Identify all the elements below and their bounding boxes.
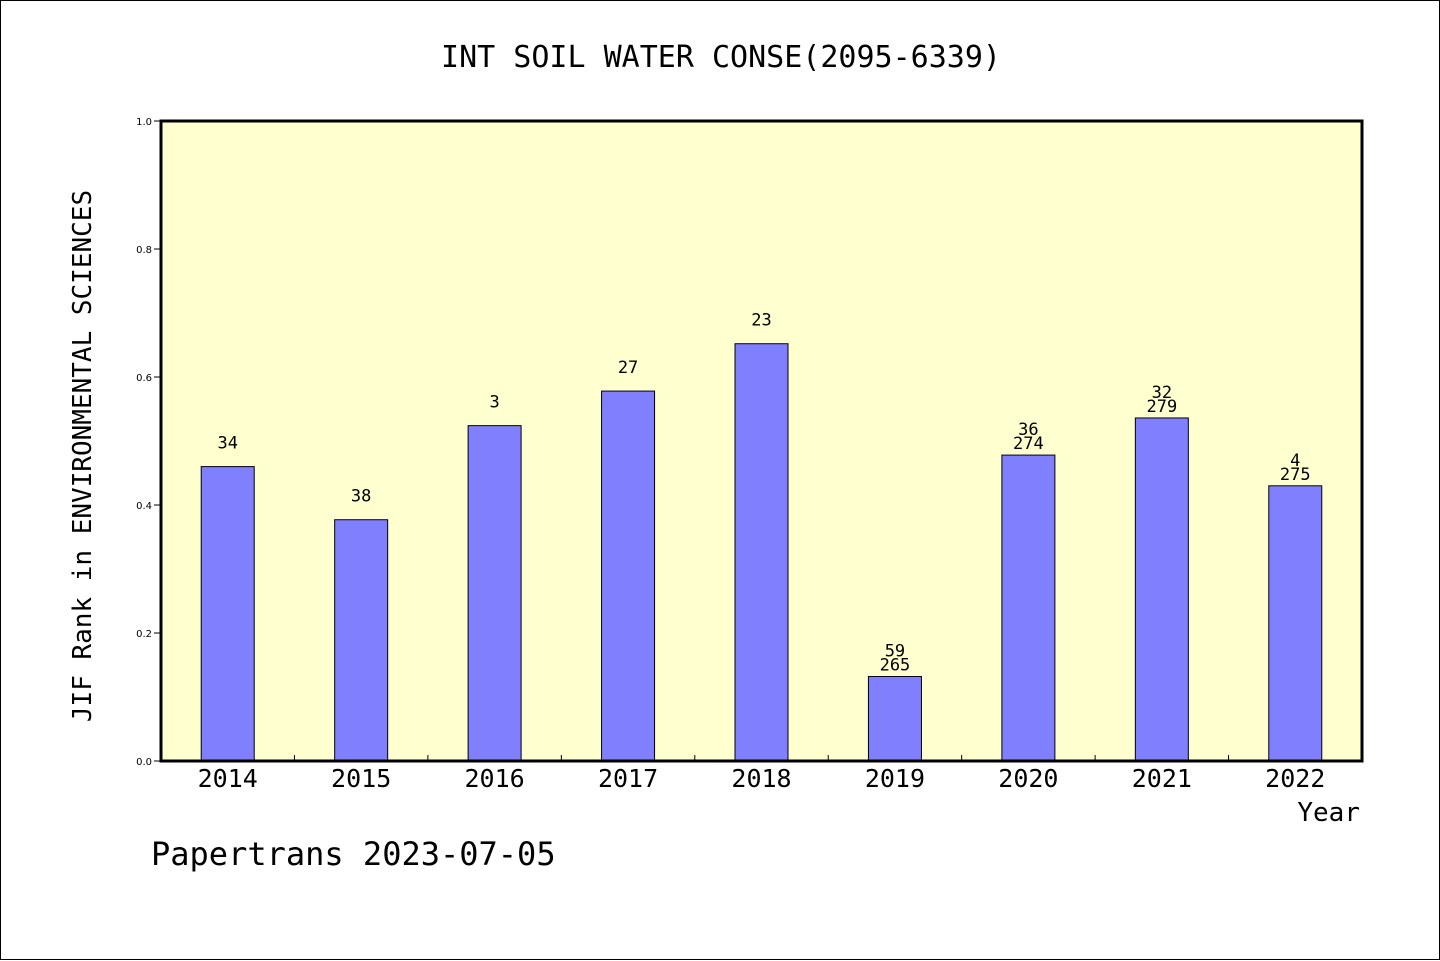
bar-data-label: 265 [880,656,911,676]
bar-2016 [467,425,522,762]
bar-data-label: 38 [351,487,371,507]
x-axis-label: Year [1297,798,1360,828]
x-tick-label: 2016 [465,764,525,793]
x-tick-label: 2018 [731,764,791,793]
y-tick-label: 0.0 [136,757,152,768]
bar-data-label: 27 [618,358,638,378]
x-tick-label: 2015 [331,764,391,793]
x-axis: 2014 2015 2016 2017 2018 2019 2020 2021 2022 [198,755,1325,793]
y-tick-label: 0.6 [136,373,152,384]
bar-data-label: 3 [489,393,499,413]
x-tick-label: 2017 [598,764,658,793]
bar-data-label: 279 [1146,397,1177,417]
bar-2022 [1268,485,1323,762]
x-tick-label: 2019 [865,764,925,793]
y-tick-label: 0.8 [136,245,152,256]
bar-data-label: 36 [1018,420,1038,440]
x-tick-label: 2021 [1132,764,1192,793]
bars-group [200,343,1323,762]
bar-2015 [334,519,389,762]
plot-border [159,119,1364,763]
y-axis: 0.0 0.2 0.4 0.6 0.8 1.0 [136,117,161,768]
bar-data-label: 274 [1013,434,1044,454]
bar-data-label: 23 [751,311,771,331]
y-axis-label: JIF Rank in ENVIRONMENTAL SCIENCES [68,190,98,722]
y-tick-label: 0.2 [136,629,152,640]
bar-data-label: 32 [1152,383,1172,403]
bar-2020 [1001,454,1056,762]
x-tick-label: 2022 [1265,764,1325,793]
y-tick-label: 0.4 [136,501,152,512]
bar-data-label: 4 [1290,451,1300,471]
bar-2017 [601,390,656,762]
chart-title: INT SOIL WATER CONSE(2095-6339) [441,40,1001,75]
bar-data-label: 34 [217,434,237,454]
bar-2021 [1134,417,1189,762]
bar-2019 [867,676,922,762]
bar-2014 [200,466,255,762]
bar-2018 [734,343,789,762]
x-tick-label: 2014 [198,764,258,793]
bar-data-label: 275 [1280,465,1311,485]
footer-credit: Papertrans 2023-07-05 [151,835,556,873]
bar-data-label: 59 [885,642,905,662]
x-tick-label: 2020 [998,764,1058,793]
y-tick-label: 1.0 [136,117,152,128]
